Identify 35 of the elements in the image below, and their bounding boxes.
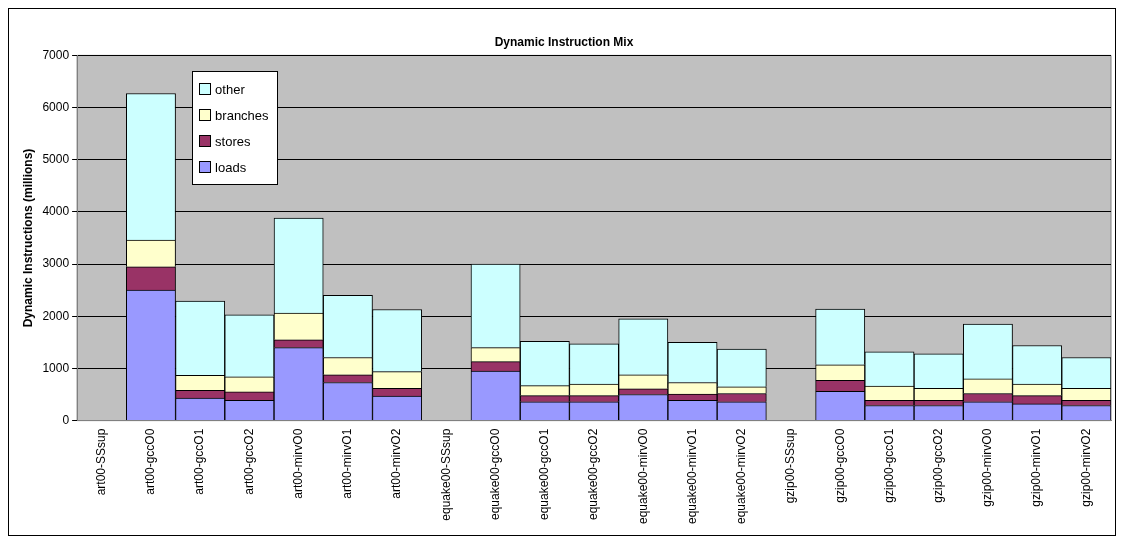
x-tick-label: gzip00-gccO2: [931, 428, 945, 503]
chart-title: Dynamic Instruction Mix: [494, 34, 634, 49]
x-tick-label: equake00-SSsup: [438, 428, 453, 521]
x-tick-label: gzip00-gccO0: [832, 428, 847, 503]
x-tick-label: gzip00-mirvO2: [1078, 428, 1093, 507]
y-tick-label: 5000: [42, 152, 70, 167]
x-tick-label: gzip00-SSsup: [783, 428, 798, 504]
y-tick-label: 4000: [42, 204, 70, 219]
y-axis-title: Dynamic Instructions (millions): [20, 148, 35, 328]
x-tick-label: equake00-gccO2: [586, 428, 601, 521]
x-tick-label: gzip00-mirvO0: [980, 428, 995, 507]
y-tick-label: 6000: [42, 99, 70, 114]
y-tick-label: 0: [62, 412, 70, 427]
x-tick-label: art00-gccO1: [192, 428, 207, 495]
x-tick-label: art00-gccO0: [143, 428, 158, 495]
y-tick-label: 1000: [42, 360, 70, 375]
y-tick-label: 3000: [42, 256, 70, 271]
x-tick-label: art00-mirvO2: [389, 428, 404, 499]
x-tick-label: gzip00-gccO1: [881, 428, 896, 503]
x-tick-label: gzip00-mirvO1: [1029, 428, 1044, 507]
legend-label: other: [215, 81, 245, 97]
x-tick-label: art00-mirvO0: [290, 428, 305, 499]
y-tick-label: 2000: [42, 308, 70, 323]
legend-label: branches: [215, 107, 269, 123]
x-tick-label: equake00-gccO1: [537, 428, 552, 521]
x-tick-label: equake00-mirvO2: [734, 428, 749, 525]
x-tick-label: art00-gccO2: [241, 428, 256, 495]
x-tick-label: equake00-gccO0: [487, 428, 502, 521]
x-tick-label: equake00-mirvO0: [635, 428, 650, 525]
legend-label: loads: [215, 159, 247, 175]
legend-label: stores: [215, 133, 251, 149]
y-tick-label: 7000: [42, 47, 70, 62]
x-tick-label: equake00-mirvO1: [684, 428, 699, 525]
x-tick-label: art00-mirvO1: [340, 428, 355, 499]
x-tick-label: art00-SSsup: [94, 428, 109, 496]
